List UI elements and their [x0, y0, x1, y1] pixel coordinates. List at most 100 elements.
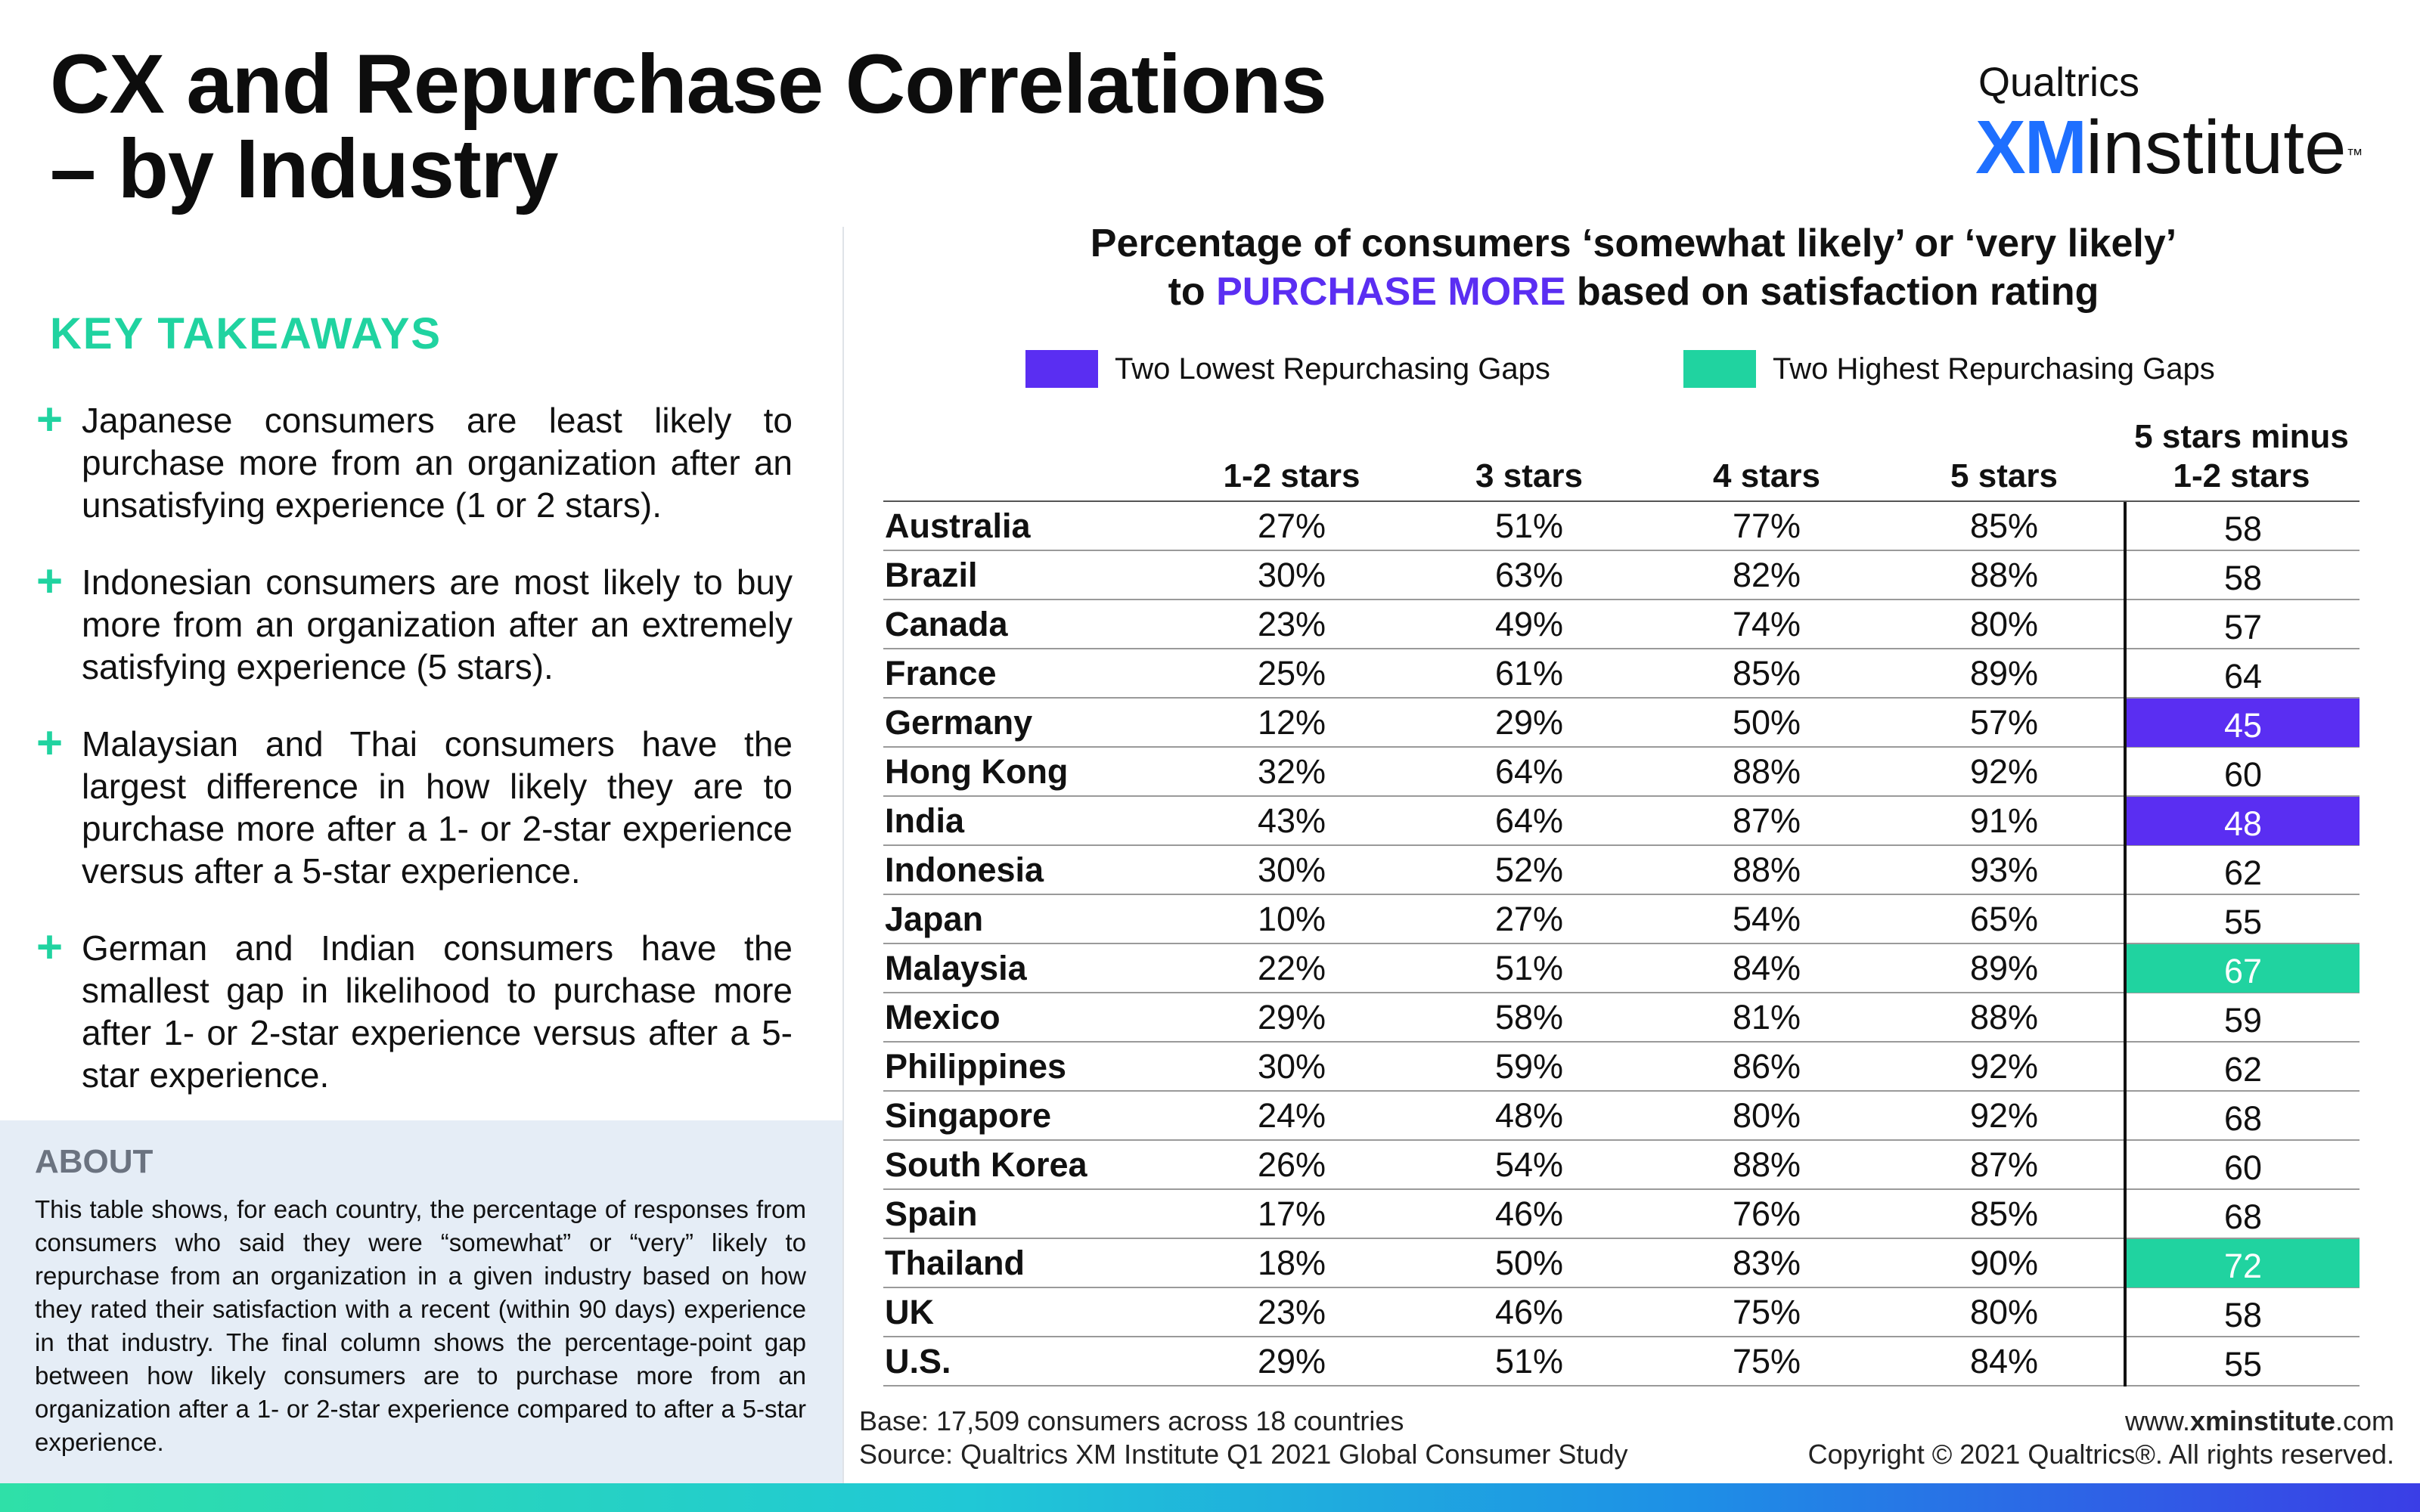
percent-cell: 92% [1969, 1047, 2039, 1086]
country-label: Japan [885, 900, 984, 938]
gap-cell: 55 [2223, 903, 2263, 941]
table-header: 1-2 stars 3 stars 4 stars 5 stars 5 stars mi… [883, 408, 2360, 500]
key-takeaways-list: + Japanese consumers are least likely to… [36, 397, 793, 1131]
page-title-line-1: CX and Repurchase Correlations [50, 38, 1327, 131]
percent-cell: 82% [1732, 556, 1801, 594]
table-row: Mexico 29% 58% 81% 88% 59 [883, 993, 2360, 1043]
gap-cell: 55 [2223, 1345, 2263, 1383]
gap-cell: 68 [2223, 1099, 2263, 1138]
table-row: Malaysia 22% 51% 84% 89% 67 [883, 944, 2360, 993]
gap-column-divider [2124, 502, 2127, 1387]
gap-cell-high: 72 [2127, 1239, 2360, 1287]
percent-cell: 76% [1732, 1194, 1801, 1233]
data-table: 1-2 stars 3 stars 4 stars 5 stars 5 stars mi… [883, 408, 2360, 1387]
country-label: Germany [885, 703, 1033, 742]
table-row: Japan 10% 27% 54% 65% 55 [883, 895, 2360, 944]
percent-cell: 54% [1732, 900, 1801, 938]
percent-cell: 87% [1732, 801, 1801, 840]
percent-cell: 24% [1257, 1096, 1326, 1135]
percent-cell: 10% [1257, 900, 1326, 938]
country-label: France [885, 654, 997, 692]
country-label: UK [885, 1293, 934, 1331]
percent-cell: 87% [1969, 1145, 2039, 1184]
footer-notes: Base: 17,509 consumers across 18 countri… [859, 1405, 1627, 1471]
chart-title-line-1: Percentage of consumers ‘somewhat likely… [1090, 222, 2177, 265]
plus-icon: + [36, 717, 64, 768]
percent-cell: 51% [1494, 507, 1564, 545]
footer-source: Source: Qualtrics XM Institute Q1 2021 G… [859, 1439, 1628, 1470]
percent-cell: 49% [1494, 605, 1564, 643]
country-label: Malaysia [885, 949, 1027, 987]
takeaway-item: + German and Indian consumers have the s… [36, 925, 793, 1096]
column-divider [842, 227, 844, 1483]
logo-trademark: ™ [2346, 145, 2363, 164]
legend-item-lowest: Two Lowest Repurchasing Gaps [1025, 348, 1550, 390]
table-row: Brazil 30% 63% 82% 88% 58 [883, 551, 2360, 600]
chart-title-suffix: based on satisfaction rating [1565, 270, 2099, 314]
logo-xm: XM [1975, 105, 2087, 190]
footer-url[interactable]: www.xminstitute.com [1808, 1405, 2394, 1438]
percent-cell: 51% [1494, 949, 1564, 987]
gap-cell: 64 [2223, 657, 2263, 696]
page-title: CX and Repurchase Correlations – by Indu… [50, 42, 1381, 212]
percent-cell: 64% [1494, 801, 1564, 840]
percent-cell: 89% [1969, 949, 2039, 987]
percent-cell: 48% [1494, 1096, 1564, 1135]
column-header: 1-2 stars [1223, 457, 1360, 494]
percent-cell: 59% [1494, 1047, 1564, 1086]
footer-copyright: Copyright © 2021 Qualtrics®. All rights … [1807, 1439, 2394, 1470]
chart-title: Percentage of consumers ‘somewhat likely… [885, 219, 2382, 316]
percent-cell: 81% [1732, 998, 1801, 1036]
chart-title-line-2: to PURCHASE MORE based on satisfaction r… [885, 268, 2382, 316]
percent-cell: 89% [1969, 654, 2039, 692]
country-label: Mexico [885, 998, 1001, 1036]
percent-cell: 43% [1257, 801, 1326, 840]
percent-cell: 18% [1257, 1244, 1326, 1282]
takeaway-text: Indonesian consumers are most likely to … [82, 562, 793, 686]
percent-cell: 61% [1494, 654, 1564, 692]
table-row: Spain 17% 46% 76% 85% 68 [883, 1190, 2360, 1239]
percent-cell: 25% [1257, 654, 1326, 692]
chart-title-accent: PURCHASE MORE [1216, 270, 1566, 314]
percent-cell: 26% [1257, 1145, 1326, 1184]
takeaway-text: Malaysian and Thai consumers have the la… [82, 724, 793, 891]
country-label: Hong Kong [885, 752, 1069, 791]
percent-cell: 85% [1732, 654, 1801, 692]
column-header: 5 stars minus 1-2 stars [2134, 418, 2349, 494]
column-header: 5 stars [1950, 457, 2058, 494]
legend-label-lowest: Two Lowest Repurchasing Gaps [1115, 352, 1550, 386]
gap-cell-low: 45 [2127, 699, 2360, 747]
percent-cell: 75% [1732, 1293, 1801, 1331]
about-panel [0, 1120, 842, 1483]
legend-swatch-purple [1025, 350, 1098, 388]
percent-cell: 27% [1494, 900, 1564, 938]
percent-cell: 64% [1494, 752, 1564, 791]
percent-cell: 27% [1257, 507, 1326, 545]
percent-cell: 46% [1494, 1194, 1564, 1233]
country-label: India [885, 801, 965, 840]
percent-cell: 85% [1969, 507, 2039, 545]
takeaway-item: + Japanese consumers are least likely to… [36, 397, 793, 526]
about-text: This table shows, for each country, the … [35, 1195, 806, 1456]
percent-cell: 30% [1257, 1047, 1326, 1086]
percent-cell: 88% [1732, 850, 1801, 889]
gap-cell: 58 [2223, 1296, 2263, 1334]
gap-cell: 60 [2223, 1148, 2263, 1187]
percent-cell: 92% [1969, 1096, 2039, 1135]
legend-item-highest: Two Highest Repurchasing Gaps [1683, 348, 2215, 390]
table-row: India 43% 64% 87% 91% 48 [883, 797, 2360, 846]
gap-cell: 62 [2223, 1050, 2263, 1089]
takeaway-item: + Indonesian consumers are most likely t… [36, 559, 793, 688]
table-row: Canada 23% 49% 74% 80% 57 [883, 600, 2360, 649]
footer-url-domain: xminstitute [2189, 1405, 2335, 1436]
percent-cell: 30% [1257, 556, 1326, 594]
percent-cell: 83% [1732, 1244, 1801, 1282]
country-label: Canada [885, 605, 1008, 643]
percent-cell: 46% [1494, 1293, 1564, 1331]
table-row: South Korea 26% 54% 88% 87% 60 [883, 1141, 2360, 1190]
percent-cell: 32% [1257, 752, 1326, 791]
country-label: Spain [885, 1194, 978, 1233]
percent-cell: 91% [1969, 801, 2039, 840]
percent-cell: 57% [1969, 703, 2039, 742]
legend-swatch-green [1683, 350, 1756, 388]
